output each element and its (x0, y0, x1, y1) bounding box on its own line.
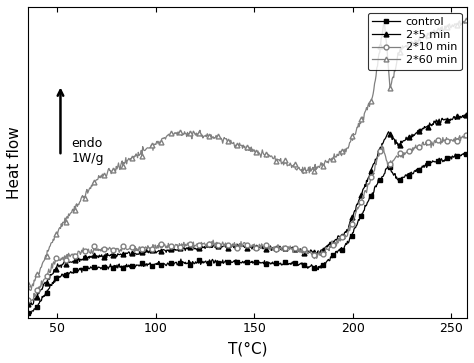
Line: 2*10 min: 2*10 min (25, 132, 469, 303)
2*5 min (464, 111, 470, 115)
2*10 min (464, 134, 470, 139)
2*5 min (319, 248, 325, 252)
2*60 min (25, 282, 30, 286)
Line: 2*5 min: 2*5 min (25, 111, 469, 308)
Line: control: control (25, 151, 469, 316)
control (224, 258, 230, 263)
control (464, 151, 470, 155)
control (25, 311, 30, 315)
2*10 min (25, 298, 30, 302)
2*5 min (224, 246, 230, 250)
Y-axis label: Heat flow: Heat flow (7, 126, 22, 199)
2*5 min (284, 246, 290, 251)
Line: 2*60 min: 2*60 min (25, 17, 469, 293)
2*5 min (138, 248, 144, 252)
2*10 min (26, 299, 31, 303)
X-axis label: T(°C): T(°C) (228, 341, 267, 356)
2*60 min (319, 163, 325, 167)
control (356, 218, 362, 223)
control (103, 265, 109, 269)
2*10 min (319, 249, 325, 253)
Text: endo
1W/g: endo 1W/g (72, 138, 104, 166)
2*5 min (356, 197, 362, 202)
control (284, 261, 290, 266)
2*5 min (25, 302, 30, 306)
2*5 min (103, 252, 109, 256)
control (27, 311, 33, 316)
2*10 min (138, 250, 144, 254)
2*60 min (224, 139, 230, 143)
2*10 min (103, 248, 109, 252)
2*10 min (284, 246, 290, 251)
2*60 min (284, 164, 290, 168)
2*5 min (26, 303, 31, 308)
2*60 min (464, 17, 470, 22)
2*60 min (138, 148, 144, 152)
Legend: control, 2*5 min, 2*10 min, 2*60 min: control, 2*5 min, 2*10 min, 2*60 min (368, 12, 462, 70)
2*60 min (103, 174, 109, 178)
control (138, 264, 144, 268)
2*60 min (381, 17, 387, 22)
2*10 min (464, 132, 469, 137)
2*60 min (27, 288, 33, 293)
2*10 min (224, 243, 230, 247)
2*60 min (356, 125, 362, 129)
2*10 min (356, 204, 362, 208)
control (319, 264, 325, 269)
